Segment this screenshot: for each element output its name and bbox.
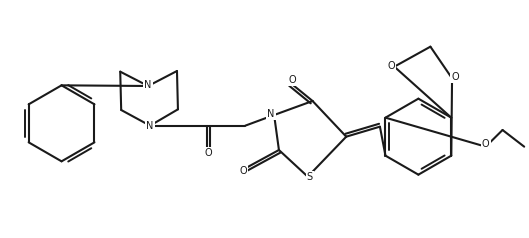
Text: O: O [240,166,247,176]
Text: S: S [307,172,313,182]
Text: O: O [288,75,296,85]
Text: N: N [268,109,275,119]
Text: O: O [451,72,459,82]
Text: O: O [482,139,489,149]
Text: O: O [205,148,213,158]
Text: N: N [144,80,152,90]
Text: N: N [147,121,154,131]
Text: O: O [388,61,395,71]
